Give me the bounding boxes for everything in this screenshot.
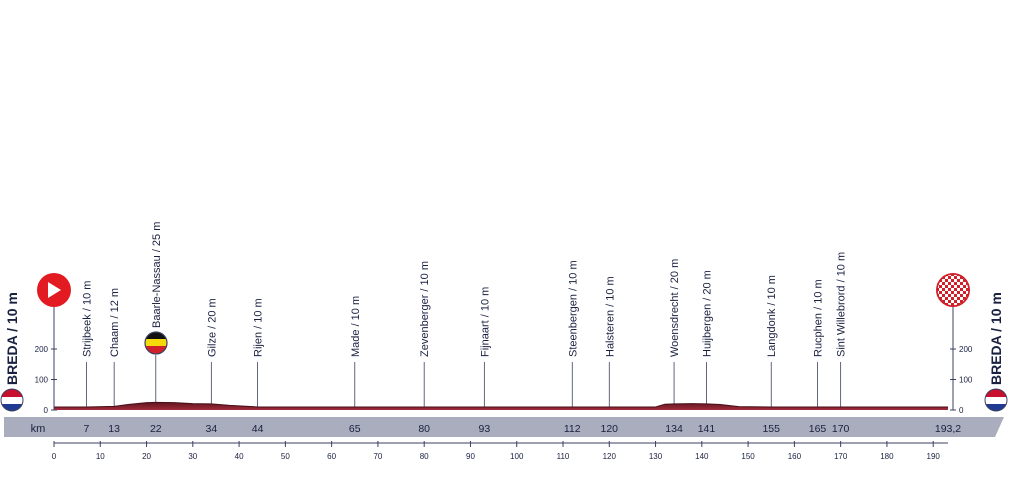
waypoint-label: Rijen / 10 m xyxy=(253,298,265,357)
waypoint-label: Gilze / 20 m xyxy=(206,298,218,357)
waypoint-km: 141 xyxy=(698,423,716,435)
waypoint-km: 134 xyxy=(665,423,683,435)
km-band xyxy=(4,417,1004,437)
x-tick-label: 180 xyxy=(880,452,894,461)
x-tick-label: 170 xyxy=(834,452,848,461)
y-tick-label: 200 xyxy=(35,345,49,354)
waypoint-label: Sint Willebrord / 10 m xyxy=(836,252,848,357)
x-tick-label: 60 xyxy=(327,452,336,461)
waypoint-label: Baarle-Nassau / 25 m xyxy=(151,222,163,328)
x-tick-label: 190 xyxy=(927,452,941,461)
waypoint-km: 155 xyxy=(762,423,780,435)
waypoint-km: 120 xyxy=(601,423,619,435)
waypoint-label: Steenbergen / 10 m xyxy=(567,260,579,357)
x-tick-label: 0 xyxy=(52,452,57,461)
waypoint-km: 165 xyxy=(809,423,827,435)
elevation-area xyxy=(54,402,948,410)
x-tick-label: 160 xyxy=(788,452,802,461)
y-tick-label: 200 xyxy=(959,345,973,354)
x-tick-label: 150 xyxy=(741,452,755,461)
y-tick-label: 100 xyxy=(35,376,49,385)
x-tick-label: 100 xyxy=(510,452,524,461)
waypoint-km: 13 xyxy=(108,423,120,435)
y-tick-label: 100 xyxy=(959,376,973,385)
belgium-flag-icon xyxy=(145,332,167,354)
y-tick-label: 0 xyxy=(959,406,964,415)
km-label: km xyxy=(31,423,46,435)
total-km: 193,2 xyxy=(935,423,961,435)
waypoint-km: 80 xyxy=(418,423,430,435)
x-tick-label: 120 xyxy=(603,452,617,461)
waypoint-label: Strijbeek / 10 m xyxy=(81,281,93,357)
y-tick-label: 0 xyxy=(44,406,49,415)
waypoint-km: 65 xyxy=(349,423,361,435)
elevation-line xyxy=(54,401,948,408)
x-tick-label: 20 xyxy=(142,452,151,461)
waypoint-label: Langdonk / 10 m xyxy=(766,275,778,357)
waypoint-km: 112 xyxy=(564,423,581,435)
x-tick-label: 70 xyxy=(373,452,382,461)
x-tick-label: 140 xyxy=(695,452,709,461)
waypoint-label: Made / 10 m xyxy=(350,296,362,357)
x-tick-label: 40 xyxy=(235,452,244,461)
waypoint-km: 34 xyxy=(205,423,217,435)
waypoint-label: Huijbergen / 20 m xyxy=(701,270,713,357)
x-tick-label: 110 xyxy=(557,452,570,461)
waypoint-km: 44 xyxy=(252,423,264,435)
x-tick-label: 80 xyxy=(420,452,429,461)
waypoint-label: Zevenberger / 10 m xyxy=(419,261,431,357)
waypoint-label: Fijnaart / 10 m xyxy=(479,287,491,357)
waypoint-label: Rucphen / 10 m xyxy=(813,279,825,357)
x-tick-label: 130 xyxy=(649,452,663,461)
waypoint-km: 7 xyxy=(83,423,89,435)
waypoint-label: Woensdrecht / 20 m xyxy=(669,259,681,357)
waypoint-label: Chaam / 12 m xyxy=(109,288,121,357)
netherlands-flag-icon xyxy=(985,389,1007,411)
waypoint-label: Halsteren / 10 m xyxy=(604,276,616,357)
finish-label: BREDA / 10 m xyxy=(988,292,1004,385)
waypoint-km: 170 xyxy=(832,423,850,435)
waypoint-km: 22 xyxy=(150,423,162,435)
finish-checkered-icon xyxy=(936,273,970,307)
waypoint-km: 93 xyxy=(478,423,490,435)
netherlands-flag-icon xyxy=(1,389,23,411)
x-tick-label: 30 xyxy=(188,452,197,461)
start-label: BREDA / 10 m xyxy=(4,292,20,385)
x-tick-label: 90 xyxy=(466,452,475,461)
start-arrow-icon xyxy=(37,273,71,307)
x-tick-label: 50 xyxy=(281,452,290,461)
x-tick-label: 10 xyxy=(96,452,105,461)
